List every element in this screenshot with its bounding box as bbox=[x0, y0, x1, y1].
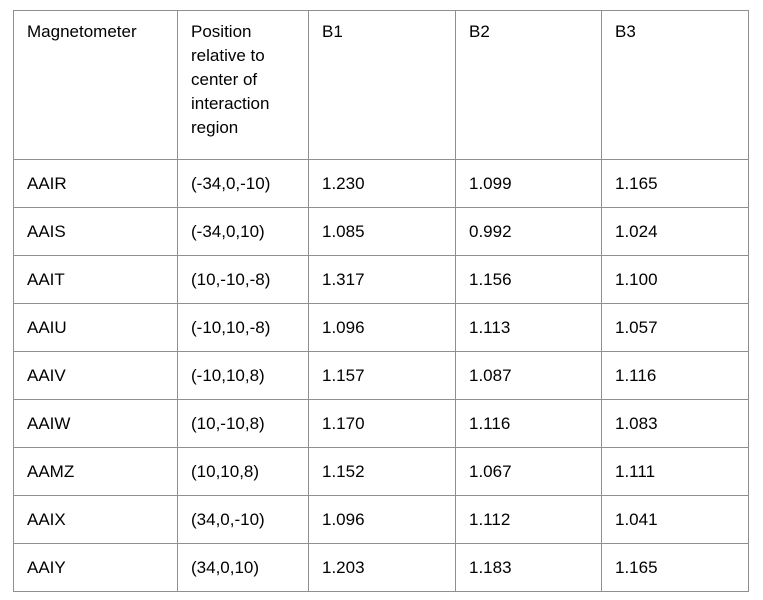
table-cell: 1.152 bbox=[308, 447, 456, 496]
table-cell: (-34,0,-10) bbox=[177, 159, 309, 208]
table-cell: (10,10,8) bbox=[177, 447, 309, 496]
table-cell: AAIV bbox=[13, 351, 178, 400]
table-cell: 1.085 bbox=[308, 207, 456, 256]
table-row: AAIW (10,-10,8) 1.170 1.116 1.083 bbox=[13, 399, 749, 448]
table-cell: AAIS bbox=[13, 207, 178, 256]
table-cell: (10,-10,8) bbox=[177, 399, 309, 448]
table-cell: 1.116 bbox=[455, 399, 602, 448]
table-cell: 1.100 bbox=[601, 255, 749, 304]
table-cell: 1.203 bbox=[308, 543, 456, 592]
table-cell: AAIR bbox=[13, 159, 178, 208]
table-cell: 1.317 bbox=[308, 255, 456, 304]
table-cell: 1.024 bbox=[601, 207, 749, 256]
table-cell: AAIW bbox=[13, 399, 178, 448]
column-header-b1: B1 bbox=[308, 10, 456, 160]
table-cell: 1.099 bbox=[455, 159, 602, 208]
table-row: AAIT (10,-10,-8) 1.317 1.156 1.100 bbox=[13, 255, 749, 304]
table-cell: 0.992 bbox=[455, 207, 602, 256]
table-cell: (-10,10,-8) bbox=[177, 303, 309, 352]
table-cell: 1.096 bbox=[308, 303, 456, 352]
table-row: AAIS (-34,0,10) 1.085 0.992 1.024 bbox=[13, 207, 749, 256]
table-cell: 1.116 bbox=[601, 351, 749, 400]
table-cell: 1.111 bbox=[601, 447, 749, 496]
table-row: AAIY (34,0,10) 1.203 1.183 1.165 bbox=[13, 543, 749, 592]
table-cell: 1.041 bbox=[601, 495, 749, 544]
table-cell: (34,0,10) bbox=[177, 543, 309, 592]
table-cell: 1.157 bbox=[308, 351, 456, 400]
column-header-position: Position relative to center of interacti… bbox=[177, 10, 309, 160]
table-cell: 1.170 bbox=[308, 399, 456, 448]
table-row: AAIV (-10,10,8) 1.157 1.087 1.116 bbox=[13, 351, 749, 400]
table-cell: 1.165 bbox=[601, 159, 749, 208]
table-cell: 1.083 bbox=[601, 399, 749, 448]
table-cell: AAMZ bbox=[13, 447, 178, 496]
table-header: Magnetometer Position relative to center… bbox=[13, 10, 749, 160]
table-cell: 1.156 bbox=[455, 255, 602, 304]
column-header-b3: B3 bbox=[601, 10, 749, 160]
table-cell: (34,0,-10) bbox=[177, 495, 309, 544]
table-cell: 1.165 bbox=[601, 543, 749, 592]
table-cell: 1.067 bbox=[455, 447, 602, 496]
table-cell: (10,-10,-8) bbox=[177, 255, 309, 304]
table-cell: 1.183 bbox=[455, 543, 602, 592]
table-row: AAIR (-34,0,-10) 1.230 1.099 1.165 bbox=[13, 159, 749, 208]
table-row: AAMZ (10,10,8) 1.152 1.067 1.111 bbox=[13, 447, 749, 496]
magnetometer-table: Magnetometer Position relative to center… bbox=[13, 10, 749, 592]
column-header-b2: B2 bbox=[455, 10, 602, 160]
table-cell: (-34,0,10) bbox=[177, 207, 309, 256]
table-row: AAIX (34,0,-10) 1.096 1.112 1.041 bbox=[13, 495, 749, 544]
table-cell: AAIT bbox=[13, 255, 178, 304]
table-cell: AAIU bbox=[13, 303, 178, 352]
table-cell: 1.112 bbox=[455, 495, 602, 544]
table-cell: 1.087 bbox=[455, 351, 602, 400]
header-row: Magnetometer Position relative to center… bbox=[13, 10, 749, 160]
table-cell: (-10,10,8) bbox=[177, 351, 309, 400]
table-body: AAIR (-34,0,-10) 1.230 1.099 1.165 AAIS (-34,0… bbox=[13, 159, 749, 592]
table-cell: 1.096 bbox=[308, 495, 456, 544]
table-cell: 1.057 bbox=[601, 303, 749, 352]
table-cell: 1.113 bbox=[455, 303, 602, 352]
table-row: AAIU (-10,10,-8) 1.096 1.113 1.057 bbox=[13, 303, 749, 352]
column-header-magnetometer: Magnetometer bbox=[13, 10, 178, 160]
table-cell: 1.230 bbox=[308, 159, 456, 208]
table-cell: AAIX bbox=[13, 495, 178, 544]
table-cell: AAIY bbox=[13, 543, 178, 592]
